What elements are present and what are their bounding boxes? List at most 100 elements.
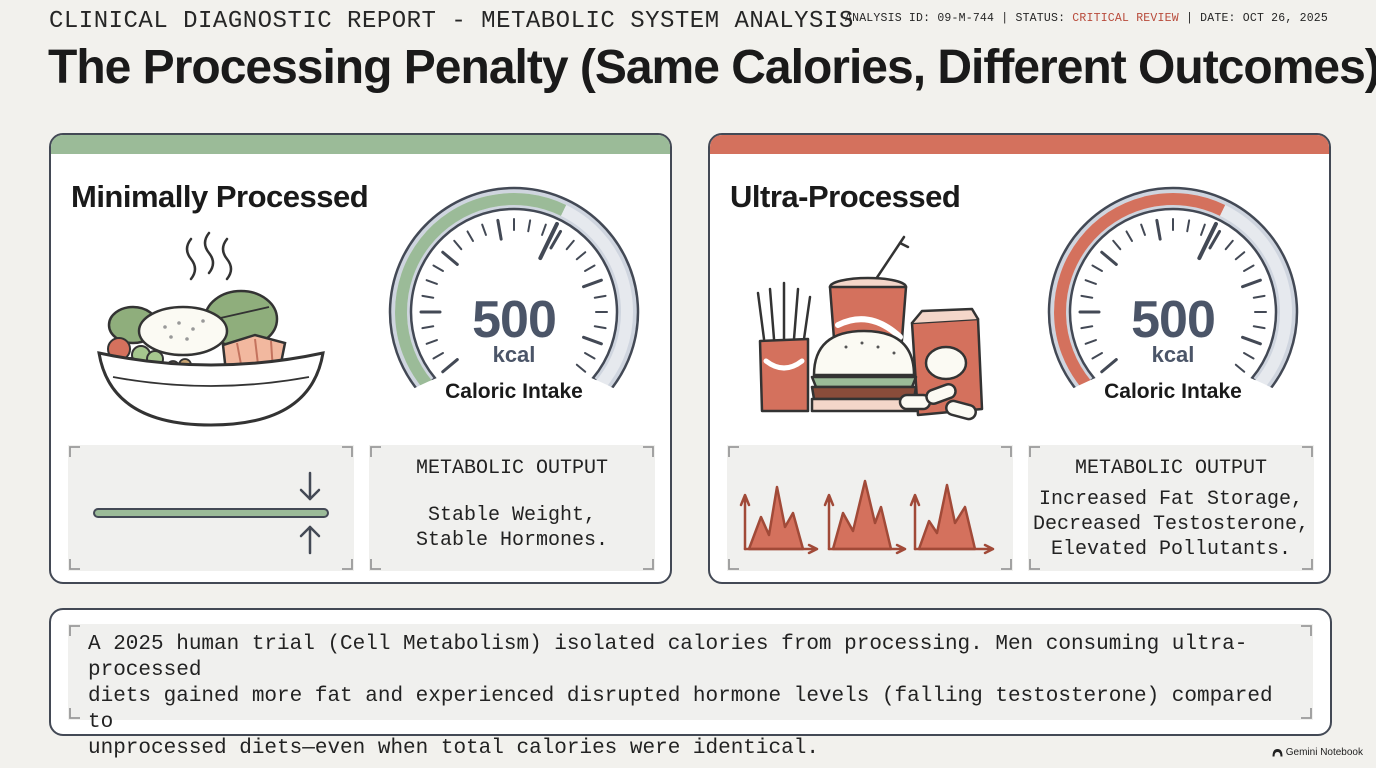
meta-separator: | [1185,12,1194,25]
analysis-id: 09-M-744 [937,12,995,25]
gauge-tick [1091,352,1103,360]
gauge-tick [1208,229,1221,250]
panel-title: Ultra-Processed [730,179,961,214]
gauge-tick [1224,239,1234,251]
summary-text: A 2025 human trial (Cell Metabolism) iso… [88,632,1299,762]
gauge-tick [593,294,607,299]
gauge-tick [584,352,596,360]
gauge-tick [1186,219,1191,233]
output-heading: METABOLIC OUTPUT [415,457,609,480]
gauge-label: Caloric Intake [1104,380,1242,403]
gauge-tick [582,335,603,346]
panel-accent-bar [710,135,1329,154]
gauge-tick [575,251,587,261]
gauge-tick [1252,325,1266,330]
brand-watermark: Gemini Notebook [1272,747,1363,758]
gauge-tick [1200,223,1206,236]
gauge-tick [421,325,435,330]
report-meta: ANALYSIS ID: 09-M-744 | STATUS: CRITICAL… [845,12,1328,25]
gauge-tick [1252,294,1266,299]
gauge-tick [1080,325,1094,330]
gauge-tick [1091,264,1103,272]
gauge-label: Caloric Intake [445,380,583,403]
ultra-processed-panel: Ultra-Processed [708,133,1331,584]
gauge-tick [575,363,587,373]
gauge-tick [453,239,463,251]
gauge-tick [421,294,435,299]
food-bowl-icon [97,231,325,427]
analysis-id-label: ANALYSIS ID: [845,12,931,25]
gauge-tick [441,250,459,266]
minimally-processed-panel: Minimally Processed [49,133,672,584]
gauge-tick [593,325,607,330]
gauge-tick [496,218,503,241]
gauge-tick [565,239,575,251]
gauge-value: 500 [472,291,557,349]
gauge-tick [1084,339,1097,345]
status-label: STATUS: [1015,12,1066,25]
summary-line: diets gained more fat and experienced di… [88,685,1273,734]
gauge-tick [1084,279,1097,285]
gauge-tick [541,223,547,236]
summary-line: unprocessed diets—even when total calori… [88,737,819,760]
gauge-dial [388,186,640,421]
gauge-tick [1234,251,1246,261]
output-line: Stable Weight, [427,504,597,527]
output-text: Stable Weight, Stable Hormones. [369,503,655,553]
gauge-unit: kcal [492,342,536,367]
gauge-tick [481,223,487,236]
caloric-intake-gauge: 500 kcal Caloric Intake [387,185,641,421]
output-heading: METABOLIC OUTPUT [1074,457,1268,480]
panel-title: Minimally Processed [71,179,369,214]
study-summary-card: A 2025 human trial (Cell Metabolism) iso… [49,608,1332,760]
gauge-tick [1125,230,1133,242]
gauge-tick [527,219,532,233]
metabolic-output-box: METABOLIC OUTPUT Stable Weight, Stable H… [369,445,655,571]
date-label: DATE: [1200,12,1236,25]
spike-trend-box [727,445,1013,571]
gauge-tick [1243,264,1255,272]
spike-chart-icon [739,479,995,555]
stable-trend-box [68,445,354,571]
gauge-tick [1112,239,1122,251]
panel-accent-bar [51,135,670,154]
summary-line: A 2025 human trial (Cell Metabolism) iso… [88,633,1248,682]
gauge-tick [1100,358,1118,374]
gauge-tick [441,358,459,374]
gauge-tick [1100,250,1118,266]
output-line: Decreased Testosterone, [1032,513,1310,536]
gauge-tick [1241,335,1262,346]
gauge-tick [584,264,596,272]
gauge-tick [425,339,438,345]
status-badge: CRITICAL REVIEW [1072,12,1179,25]
brand-text: Gemini Notebook [1285,747,1363,758]
report-date: OCT 26, 2025 [1242,12,1328,25]
page-title: The Processing Penalty (Same Calories, D… [48,41,1376,94]
gauge-tick [1243,352,1255,360]
output-line: Increased Fat Storage, [1038,488,1304,511]
summary-inner: A 2025 human trial (Cell Metabolism) iso… [68,624,1313,760]
meta-separator: | [1001,12,1009,25]
gauge-value: 500 [1131,291,1216,349]
gauge-tick [1140,223,1146,236]
gauge-unit: kcal [1151,342,1195,367]
output-text: Increased Fat Storage, Decreased Testost… [1028,487,1314,562]
output-line: Elevated Pollutants. [1050,538,1292,561]
gauge-tick [425,279,438,285]
caloric-intake-gauge: 500 kcal Caloric Intake [1046,185,1300,421]
report-kicker: CLINICAL DIAGNOSTIC REPORT - METABOLIC S… [49,8,854,35]
gauge-tick [1241,278,1262,289]
fast-food-icon [756,235,984,421]
output-line: Stable Hormones. [415,529,609,552]
metabolic-output-box: METABOLIC OUTPUT Increased Fat Storage, … [1028,445,1314,571]
gauge-tick [582,278,603,289]
gauge-tick [549,229,562,250]
stable-line-icon [93,471,329,555]
gauge-dial [1047,186,1299,421]
gauge-tick [466,230,474,242]
notebook-logo-icon [1272,749,1283,757]
gauge-tick [1234,363,1246,373]
gauge-tick [1155,218,1162,241]
gauge-tick [432,352,444,360]
gauge-tick [1080,294,1094,299]
